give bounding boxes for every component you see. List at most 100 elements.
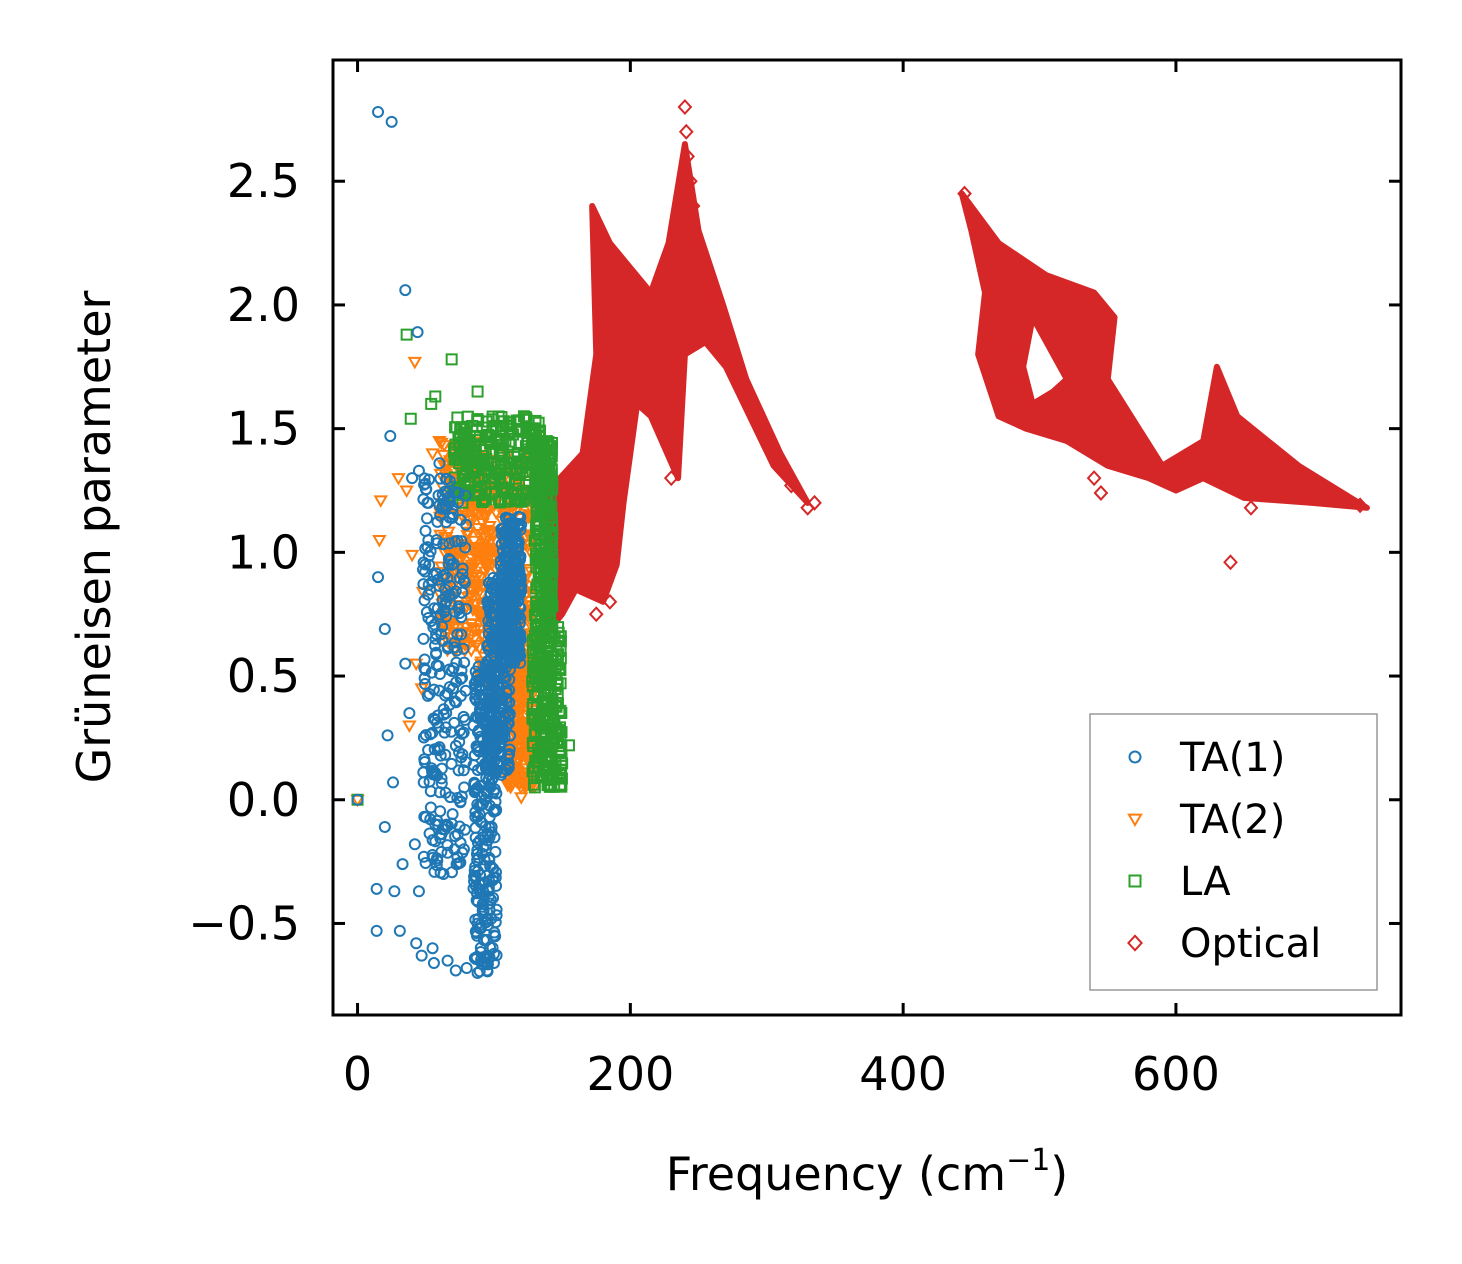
data-point bbox=[588, 606, 604, 623]
data-point bbox=[471, 894, 484, 907]
data-point bbox=[372, 105, 385, 118]
data-point bbox=[449, 486, 462, 499]
data-point bbox=[495, 495, 508, 508]
data-point bbox=[448, 535, 461, 548]
data-point bbox=[505, 622, 518, 635]
data-point bbox=[429, 639, 442, 652]
data-point bbox=[451, 453, 464, 466]
data-point bbox=[431, 716, 444, 729]
data-point bbox=[483, 737, 496, 750]
data-point bbox=[511, 557, 524, 570]
data-point bbox=[457, 764, 470, 777]
data-point bbox=[522, 563, 537, 577]
data-point bbox=[432, 660, 445, 673]
data-point bbox=[543, 500, 556, 513]
y-tick-label: 2.5 bbox=[227, 154, 300, 208]
data-point bbox=[683, 173, 698, 190]
data-point bbox=[516, 456, 529, 469]
data-point bbox=[554, 663, 567, 676]
data-point bbox=[543, 760, 556, 773]
data-point bbox=[550, 721, 563, 734]
data-point bbox=[443, 537, 456, 550]
data-point bbox=[471, 474, 484, 487]
data-point bbox=[441, 846, 454, 859]
data-point bbox=[468, 870, 481, 883]
data-point bbox=[384, 430, 397, 443]
series-ta1 bbox=[351, 105, 528, 979]
data-point bbox=[450, 644, 463, 657]
data-point bbox=[484, 860, 497, 873]
data-point bbox=[534, 553, 547, 566]
data-point bbox=[1223, 554, 1238, 571]
data-point bbox=[517, 410, 530, 423]
data-point bbox=[421, 512, 434, 525]
data-point bbox=[527, 697, 540, 710]
data-point bbox=[532, 743, 545, 756]
data-point bbox=[484, 607, 497, 620]
data-point bbox=[439, 786, 452, 799]
legend-item: TA(2) bbox=[1127, 797, 1285, 843]
data-point bbox=[393, 924, 406, 937]
data-point bbox=[418, 755, 431, 768]
data-point bbox=[473, 552, 489, 566]
data-point bbox=[469, 811, 482, 824]
data-point bbox=[473, 610, 489, 624]
data-point bbox=[535, 578, 548, 591]
data-point bbox=[421, 689, 434, 702]
data-point bbox=[417, 556, 430, 569]
data-point bbox=[446, 808, 459, 821]
data-point bbox=[418, 677, 431, 690]
data-point bbox=[482, 520, 497, 534]
data-point bbox=[486, 410, 499, 423]
data-point bbox=[419, 477, 432, 490]
data-point bbox=[488, 929, 501, 942]
data-point bbox=[460, 961, 473, 974]
data-point bbox=[435, 845, 448, 858]
data-point bbox=[534, 648, 547, 661]
data-point bbox=[533, 518, 546, 531]
legend-item: TA(1) bbox=[1128, 735, 1285, 781]
data-point bbox=[399, 284, 412, 297]
data-point bbox=[419, 729, 432, 742]
data-point bbox=[541, 637, 554, 650]
data-point bbox=[372, 571, 385, 584]
data-point bbox=[440, 610, 453, 623]
data-point bbox=[481, 662, 494, 675]
x-tick-label: 400 bbox=[859, 1047, 947, 1101]
data-point bbox=[412, 464, 425, 477]
data-point bbox=[500, 780, 515, 793]
legend-item: Optical bbox=[1127, 921, 1321, 967]
data-point bbox=[513, 703, 528, 716]
data-point bbox=[485, 447, 498, 460]
data-point bbox=[535, 585, 548, 598]
data-point bbox=[553, 772, 566, 785]
data-point bbox=[451, 792, 464, 805]
data-point bbox=[469, 444, 482, 457]
data-point bbox=[530, 596, 543, 609]
data-point bbox=[445, 757, 458, 770]
data-point bbox=[452, 600, 465, 613]
data-point bbox=[381, 729, 394, 742]
x-tick-labels: 0 200 400 600 bbox=[343, 1047, 1220, 1101]
data-point bbox=[499, 672, 512, 685]
data-point bbox=[455, 727, 468, 740]
data-point bbox=[455, 628, 468, 641]
data-point bbox=[459, 489, 472, 502]
data-point bbox=[489, 466, 502, 479]
data-point bbox=[512, 731, 527, 745]
data-point bbox=[531, 628, 544, 641]
data-point bbox=[718, 334, 734, 351]
data-point bbox=[485, 912, 498, 925]
data-point bbox=[426, 575, 439, 588]
data-point bbox=[479, 820, 492, 833]
data-point bbox=[492, 686, 505, 699]
legend-marker bbox=[1128, 750, 1142, 764]
data-point bbox=[663, 470, 679, 487]
data-point bbox=[484, 781, 497, 794]
data-point bbox=[470, 688, 483, 701]
data-point bbox=[502, 759, 515, 772]
data-point bbox=[481, 834, 494, 847]
data-point bbox=[783, 477, 799, 494]
data-point bbox=[504, 600, 517, 613]
